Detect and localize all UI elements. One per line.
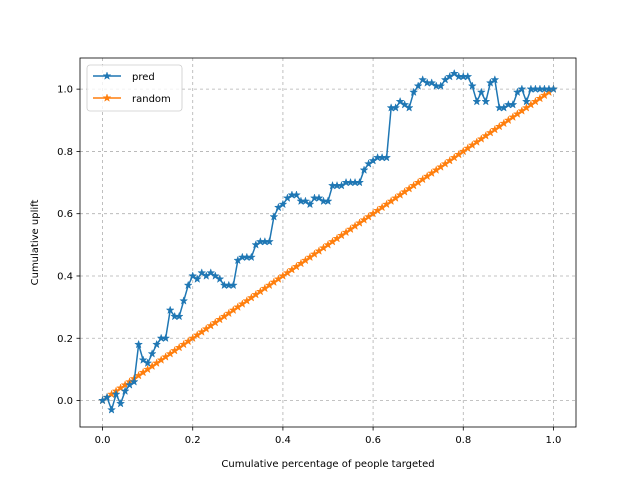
data-point-pred xyxy=(548,84,558,93)
data-point-pred xyxy=(508,99,518,109)
data-point-pred xyxy=(165,305,175,315)
data-point-pred xyxy=(476,87,486,97)
data-point-pred xyxy=(102,392,112,402)
data-point-pred xyxy=(418,75,428,84)
data-point-pred xyxy=(143,358,153,368)
data-point-pred xyxy=(215,274,225,283)
data-point-pred xyxy=(183,280,193,290)
legend-marker-random xyxy=(102,93,112,102)
ticks: 0.0 0.2 0.4 0.6 0.8 1.0 0.0 0.2 0.4 0.6 0.8 1.0 xyxy=(57,85,561,446)
data-point-pred xyxy=(467,81,477,90)
data-point-pred xyxy=(269,212,279,221)
data-point-pred xyxy=(517,84,527,93)
data-point-pred xyxy=(147,349,157,358)
legend-label-pred: pred xyxy=(132,72,155,83)
data-point-pred xyxy=(291,190,301,199)
data-point-pred xyxy=(161,333,171,343)
data-point-pred xyxy=(427,78,437,87)
data-point-pred xyxy=(359,165,369,174)
data-point-pred xyxy=(449,68,459,78)
data-point-pred xyxy=(472,96,482,106)
data-point-pred xyxy=(395,96,405,106)
data-point-pred xyxy=(278,199,288,209)
x-tick-label: 1.0 xyxy=(546,435,562,446)
data-point-pred xyxy=(481,96,491,106)
y-tick-label: 0.6 xyxy=(57,209,73,220)
y-tick-label: 1.0 xyxy=(57,85,73,96)
x-tick-label: 0.8 xyxy=(455,435,471,446)
grid xyxy=(80,58,576,427)
data-point-pred xyxy=(197,268,207,277)
data-point-pred xyxy=(413,81,423,90)
data-point-pred xyxy=(179,296,189,305)
data-point-pred xyxy=(323,196,333,206)
y-axis-label: Cumulative uplift xyxy=(30,200,41,286)
data-point-pred xyxy=(314,193,324,202)
data-point-pred xyxy=(355,177,365,187)
data-point-pred xyxy=(120,386,130,396)
data-point-pred xyxy=(134,339,144,349)
data-point-pred xyxy=(129,377,139,386)
data-point-pred xyxy=(305,199,315,209)
data-point-pred xyxy=(490,75,500,84)
data-point-pred xyxy=(382,152,392,162)
data-point-pred xyxy=(404,103,414,112)
data-point-pred xyxy=(264,236,274,246)
legend-marker-pred xyxy=(102,71,112,80)
data-point-pred xyxy=(409,87,419,97)
y-tick-label: 0.2 xyxy=(57,334,73,345)
x-tick-label: 0.4 xyxy=(275,435,291,446)
legend-label-random: random xyxy=(132,94,171,105)
data-point-pred xyxy=(463,71,473,81)
data-point-pred xyxy=(436,81,446,90)
data-point-pred xyxy=(111,389,121,399)
data-point-pred xyxy=(152,339,162,349)
series-pred xyxy=(98,68,558,414)
data-point-pred xyxy=(174,311,184,321)
y-tick-label: 0.0 xyxy=(57,396,73,407)
data-point-pred xyxy=(116,398,126,408)
data-point-pred xyxy=(138,355,148,364)
data-point-pred xyxy=(107,405,117,414)
data-point-pred xyxy=(246,252,256,262)
series-layer xyxy=(98,68,558,414)
data-point-pred xyxy=(206,268,216,277)
data-point-pred xyxy=(400,99,410,109)
y-tick-label: 0.4 xyxy=(57,271,73,282)
data-point-pred xyxy=(391,103,401,112)
y-tick-label: 0.8 xyxy=(57,147,73,158)
data-point-pred xyxy=(300,196,310,206)
x-tick-label: 0.6 xyxy=(365,435,381,446)
data-point-pred xyxy=(188,271,198,280)
data-point-pred xyxy=(521,96,531,106)
x-tick-label: 0.0 xyxy=(95,435,111,446)
legend: pred random xyxy=(86,64,183,112)
plot-frame xyxy=(79,57,577,428)
data-point-pred xyxy=(192,274,202,283)
data-point-pred xyxy=(228,280,238,290)
x-tick-label: 0.2 xyxy=(185,435,201,446)
data-point-pred xyxy=(210,271,220,280)
x-axis-label: Cumulative percentage of people targeted xyxy=(221,459,434,470)
